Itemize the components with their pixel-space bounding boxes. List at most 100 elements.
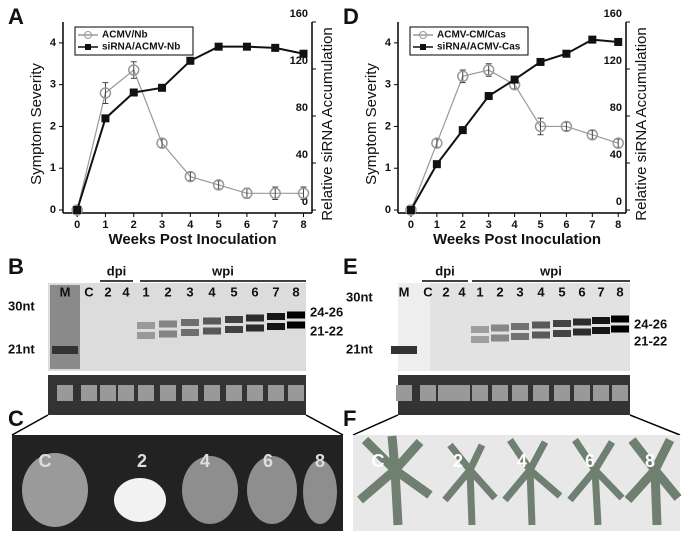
photo-label: C: [372, 451, 385, 471]
data-point: [457, 70, 469, 83]
dpi-label: dpi: [107, 263, 127, 278]
data-point: [129, 88, 138, 97]
lane-label: 2: [496, 284, 503, 299]
data-point: [614, 37, 623, 46]
x-tick-label: 3: [159, 219, 165, 231]
lane-label: 5: [230, 284, 237, 299]
y2-axis-label: Relative siRNA Accumulation: [633, 27, 650, 220]
data-point: [241, 187, 253, 200]
srna-band: [225, 316, 243, 323]
error-bar: [615, 138, 622, 148]
data-point: [612, 137, 624, 149]
x-tick-label: 3: [486, 219, 492, 231]
y2-tick-label: 120: [290, 55, 308, 67]
data-point: [560, 120, 573, 133]
srna-band: [592, 327, 610, 334]
loading-band: [533, 385, 549, 401]
lane-label: C: [423, 284, 433, 299]
data-point: [99, 87, 112, 99]
y2-axis-label: Relative siRNA Accumulation: [319, 27, 336, 220]
lane-label: 4: [122, 284, 130, 299]
y2-tick-label: 0: [302, 196, 308, 208]
panel-letter: F: [343, 406, 356, 431]
legend-marker: [419, 31, 427, 39]
lane-label: 1: [142, 284, 149, 299]
srna-band: [287, 311, 305, 319]
loading-band: [57, 385, 73, 401]
legend-marker: [420, 44, 426, 50]
legend-marker: [85, 44, 91, 50]
srna-band: [287, 321, 305, 329]
series-line: [76, 69, 304, 211]
wpi-label: wpi: [211, 263, 234, 278]
data-point: [586, 129, 599, 141]
y-tick-label: 3: [385, 79, 391, 91]
lane-label: 2: [104, 284, 111, 299]
size-marker: 21nt: [346, 341, 373, 356]
lane-label: 7: [272, 284, 279, 299]
error-bar: [102, 82, 109, 104]
y-tick-label: 1: [50, 162, 56, 174]
lane-label: 3: [516, 284, 523, 299]
x-tick-label: 0: [408, 219, 414, 231]
size-marker: 30nt: [346, 289, 373, 304]
data-point: [588, 35, 597, 44]
photo-label: 2: [137, 451, 147, 471]
loading-band: [420, 385, 436, 401]
data-point: [156, 137, 168, 149]
y2-tick-label: 40: [610, 149, 622, 161]
data-point: [212, 179, 225, 191]
panel-letter: E: [343, 254, 358, 279]
lane-label: 8: [616, 284, 623, 299]
legend-label: ACMV-CM/Cas: [437, 30, 506, 41]
loading-band: [472, 385, 488, 401]
y-tick-label: 4: [385, 37, 392, 49]
photo-label: C: [39, 451, 52, 471]
data-point: [431, 137, 443, 149]
band-label: 24-26: [310, 304, 343, 319]
lane-label: 3: [186, 284, 193, 299]
legend-label: siRNA/ACMV-Cas: [437, 42, 521, 53]
lane-label: 7: [597, 284, 604, 299]
data-point: [458, 126, 467, 135]
x-tick-label: 5: [216, 219, 222, 231]
y-tick-label: 2: [385, 120, 391, 132]
x-tick-label: 6: [563, 219, 569, 231]
data-point: [184, 170, 197, 183]
error-bar: [300, 186, 307, 201]
lane-label: 4: [208, 284, 216, 299]
srna-band: [573, 318, 591, 326]
loading-band: [288, 385, 304, 401]
x-tick-label: 4: [187, 219, 194, 231]
lane-label: 5: [558, 284, 565, 299]
srna-band: [246, 314, 264, 322]
srna-band: [225, 326, 243, 333]
lane-label: M: [60, 284, 71, 299]
size-marker: 30nt: [8, 298, 35, 313]
x-tick-label: 7: [272, 219, 278, 231]
lane-label: 6: [578, 284, 585, 299]
srna-band: [137, 332, 155, 339]
x-tick-label: 1: [102, 219, 108, 231]
loading-band: [593, 385, 609, 401]
data-point: [534, 120, 547, 133]
y-tick-label: 0: [50, 204, 56, 216]
srna-band: [203, 317, 221, 325]
loading-band: [492, 385, 508, 401]
srna-band: [491, 334, 509, 342]
srna-band: [159, 330, 177, 338]
error-bar: [485, 63, 492, 77]
legend-box: [409, 26, 529, 56]
srna-band: [181, 329, 199, 336]
loading-band: [554, 385, 570, 401]
panel-letter: D: [343, 4, 359, 29]
error-bar: [459, 69, 466, 84]
y-tick-label: 4: [50, 37, 57, 49]
lane-label: M: [399, 284, 410, 299]
data-point: [269, 187, 281, 200]
marker-band: [52, 346, 78, 354]
y-tick-label: 1: [385, 162, 391, 174]
loading-band: [574, 385, 590, 401]
series-line: [410, 38, 619, 211]
data-point: [299, 49, 308, 58]
